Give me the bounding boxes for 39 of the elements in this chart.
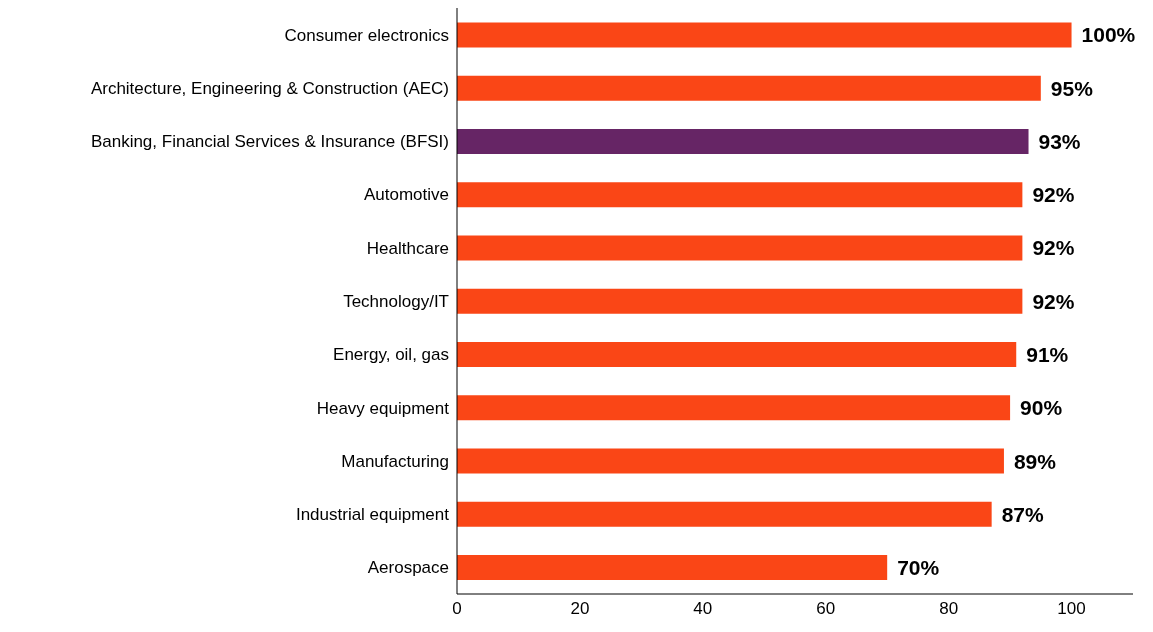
- x-tick-label: 20: [570, 599, 590, 619]
- data-label: 92%: [1032, 289, 1075, 313]
- y-tick-label: Aerospace: [367, 558, 449, 578]
- y-tick-label: Banking, Financial Services & Insurance (BFSI): [90, 132, 449, 152]
- y-tick-label: Technology/IT: [343, 292, 449, 312]
- x-tick-label: 0: [452, 599, 462, 619]
- data-label: 87%: [1001, 502, 1045, 526]
- data-label: 91%: [1026, 342, 1069, 366]
- bar: [457, 342, 1017, 368]
- y-tick-label: Energy, oil, gas: [333, 345, 449, 365]
- bar: [457, 182, 1023, 208]
- x-tick-label: 80: [939, 599, 959, 619]
- y-tick-label: Architecture, Engineering & Construction (AEC): [90, 78, 449, 98]
- bar: [457, 75, 1041, 101]
- bar: [457, 128, 1029, 154]
- data-label: 93%: [1038, 129, 1081, 153]
- data-label: 95%: [1050, 76, 1094, 100]
- y-tick-label: Consumer electronics: [284, 25, 449, 45]
- y-tick-label: Heavy equipment: [316, 398, 450, 418]
- x-tick-label: 40: [693, 599, 713, 619]
- data-label: 100%: [1081, 23, 1136, 47]
- x-tick-label: 100: [1057, 599, 1086, 619]
- bar: [457, 395, 1011, 421]
- bar: [457, 555, 888, 581]
- data-label: 92%: [1032, 183, 1075, 207]
- bar: [457, 288, 1023, 314]
- x-tick-label: 60: [816, 599, 836, 619]
- y-tick-label: Industrial equipment: [295, 505, 450, 525]
- bar: [457, 501, 992, 527]
- bar: [457, 22, 1072, 48]
- y-tick-label: Healthcare: [366, 238, 449, 258]
- data-label: 89%: [1013, 449, 1057, 473]
- y-tick-label: Manufacturing: [341, 451, 449, 471]
- y-tick-label: Automotive: [363, 185, 449, 205]
- data-label: 70%: [897, 556, 940, 580]
- bar: [457, 448, 1004, 474]
- data-label: 92%: [1032, 236, 1075, 260]
- bar: [457, 235, 1023, 261]
- data-label: 90%: [1020, 396, 1063, 420]
